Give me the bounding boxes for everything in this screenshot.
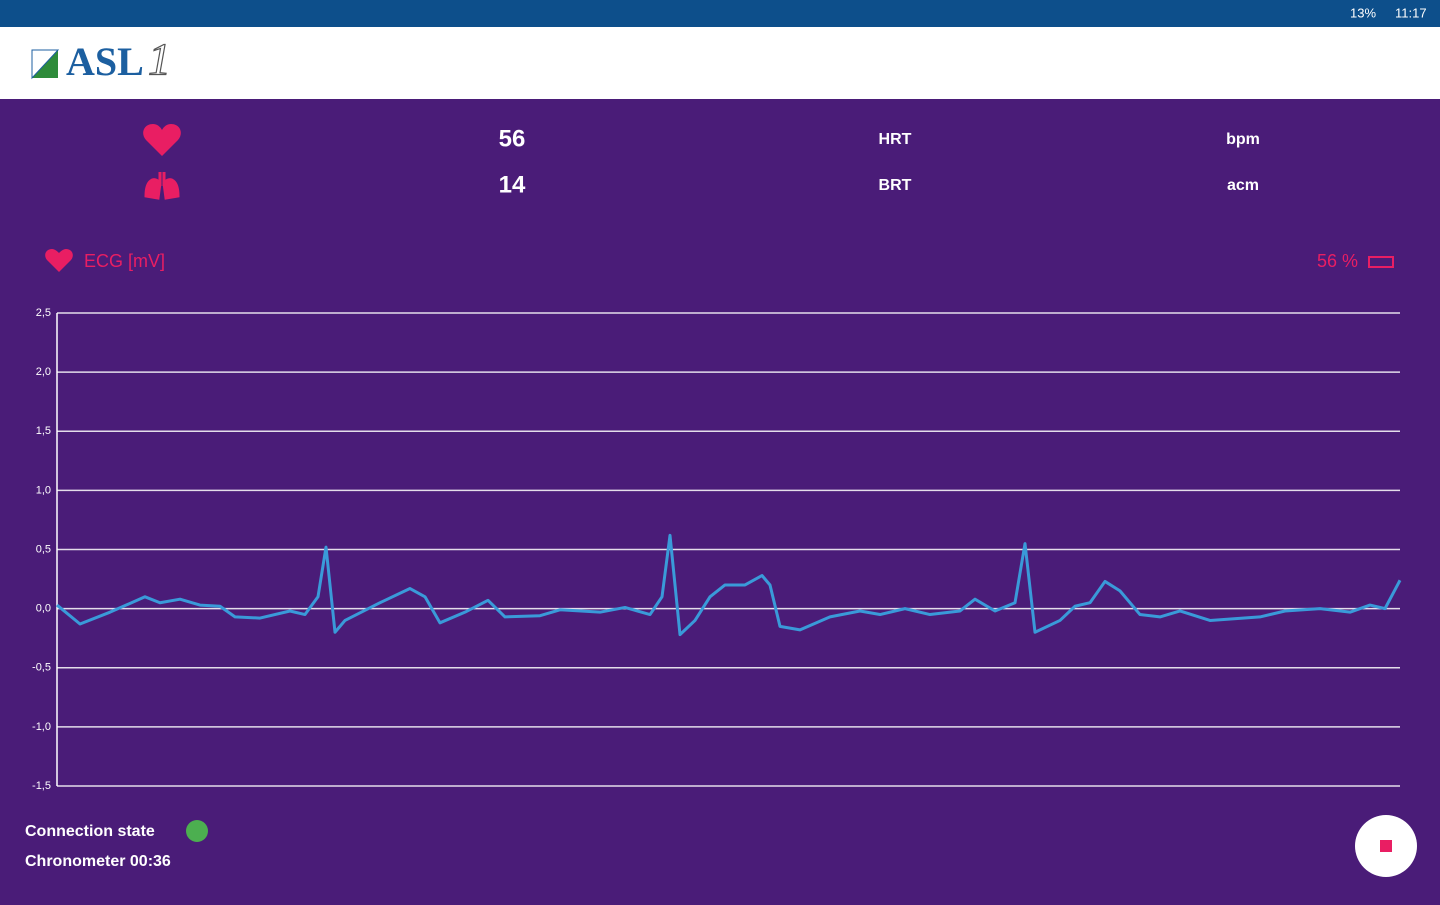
- logo-mark-outline: [31, 49, 60, 80]
- logo-number: 1: [148, 34, 171, 85]
- connection-label: Connection state: [25, 823, 155, 840]
- chart-title: ECG [mV]: [84, 251, 165, 271]
- connection-indicator: [186, 820, 208, 842]
- chronometer: Chronometer 00:36: [25, 853, 171, 870]
- y-tick-label: 0,5: [36, 543, 51, 555]
- app-header: [0, 27, 1440, 99]
- clock: 11:17: [1395, 5, 1427, 20]
- device-battery: 56 %: [1317, 251, 1358, 271]
- y-tick-label: 2,5: [36, 307, 51, 319]
- status-bar: [0, 0, 1440, 27]
- y-tick-label: 0,0: [36, 603, 51, 615]
- y-tick-label: 1,0: [36, 484, 51, 496]
- vital-unit: acm: [1227, 177, 1259, 194]
- plot: -1,5 -1,0 -0,5 0,0 0,5 1,0 1,5 2,0 2,5: [32, 307, 1402, 792]
- battery-status: 13%: [1350, 5, 1376, 20]
- y-tick-label: 2,0: [36, 366, 51, 378]
- vital-value: 56: [499, 125, 526, 152]
- y-tick-label: -0,5: [32, 662, 51, 674]
- ecg-icon: [45, 249, 73, 272]
- lungs-icon: [144, 172, 180, 200]
- ecg-line: [56, 533, 1402, 637]
- y-tick-label: 1,5: [36, 425, 51, 437]
- vital-value: 14: [499, 171, 526, 198]
- logo-text: ASL: [66, 39, 144, 84]
- battery-icon: [1368, 256, 1394, 268]
- vital-label: BRT: [879, 177, 912, 194]
- y-tick-label: -1,0: [32, 721, 51, 733]
- y-tick-label: -1,5: [32, 780, 51, 792]
- vital-unit: bpm: [1226, 131, 1260, 148]
- heart-icon: [143, 124, 181, 156]
- stop-icon[interactable]: [1380, 840, 1392, 852]
- vital-label: HRT: [879, 131, 912, 148]
